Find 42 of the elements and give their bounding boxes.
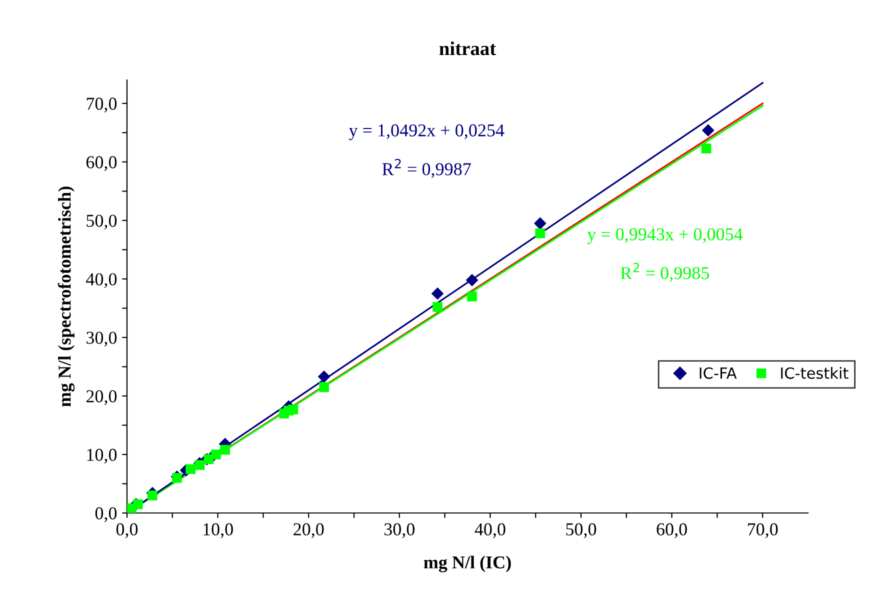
x-tick-label: 50,0 — [566, 523, 596, 538]
point — [288, 404, 298, 414]
x-tick-label: 40,0 — [474, 523, 506, 538]
x-tick-label: 30,0 — [384, 523, 415, 538]
y-tick-label: 30,0 — [86, 332, 117, 346]
point — [186, 464, 196, 474]
x-tick-label: 70,0 — [748, 523, 778, 538]
point — [701, 144, 712, 154]
annotation: R$^{2}$ = 0,9987 — [382, 158, 471, 178]
point — [194, 460, 205, 470]
point — [466, 274, 478, 286]
y-tick-label: 10,0 — [87, 448, 117, 464]
point — [319, 382, 329, 392]
y-tick-label: 50,0 — [86, 214, 117, 230]
point — [132, 499, 143, 510]
point — [220, 444, 230, 455]
chart-title: nitraat — [439, 42, 496, 56]
x-tick-label: 60,0 — [656, 523, 687, 538]
point — [432, 302, 442, 312]
point — [702, 124, 714, 137]
y-axis-title: mg N/l (spectrofotometrisch) — [58, 186, 75, 407]
annotation: R$^{2}$ = 0,9985 — [620, 262, 710, 282]
point — [318, 370, 330, 383]
annotation: y = 0,9943x + 0,0054 — [587, 228, 743, 244]
point — [211, 450, 221, 460]
point — [467, 292, 477, 302]
y-tick-label: 60,0 — [86, 156, 117, 171]
x-tick-label: 0,0 — [116, 523, 138, 538]
y-tick-label: 20,0 — [86, 390, 117, 406]
legend-label: IC-testkit — [781, 367, 848, 379]
x-tick-label: 20,0 — [294, 523, 324, 538]
annotation: y = 1,0492x + 0,0254 — [348, 124, 504, 140]
point — [148, 490, 158, 500]
y-tick-label: 0,0 — [95, 507, 117, 522]
point — [534, 217, 546, 230]
x-tick-label: 10,0 — [204, 523, 233, 538]
y-tick-label: 70,0 — [86, 98, 117, 112]
point — [535, 228, 546, 238]
point — [431, 287, 444, 300]
x-axis-title: mg N/l (IC) — [424, 556, 511, 572]
legend-label: IC-FA — [700, 367, 737, 379]
y-tick-label: 40,0 — [86, 273, 117, 288]
